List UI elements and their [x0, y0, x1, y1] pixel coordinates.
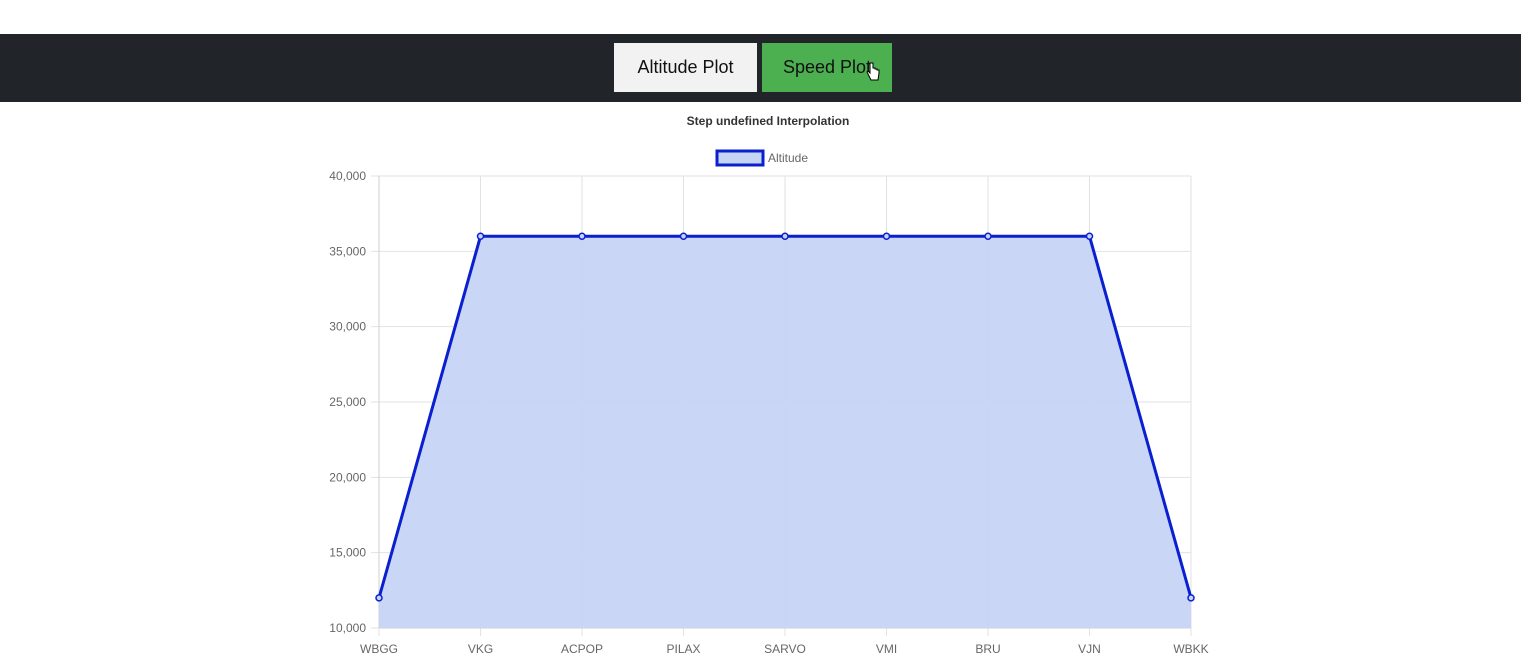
altitude-point[interactable] — [1187, 594, 1195, 602]
x-tick-label: BRU — [975, 642, 1000, 656]
y-tick-label: 25,000 — [329, 395, 366, 409]
x-tick-label: WBGG — [360, 642, 398, 656]
altitude-point[interactable] — [679, 232, 688, 241]
altitude-point[interactable] — [984, 232, 992, 241]
x-tick-label: PILAX — [666, 642, 700, 656]
x-tick-label: ACPOP — [561, 642, 603, 656]
chart-title: Step undefined Interpolation — [687, 114, 850, 128]
tick-labels: 10,000 15,000 20,000 25,000 30,000 35,000 40,0… — [329, 169, 1208, 656]
x-tick-label: WBKK — [1173, 642, 1208, 656]
altitude-point[interactable] — [882, 232, 891, 241]
altitude-point[interactable] — [476, 232, 485, 241]
altitude-point[interactable] — [781, 232, 789, 241]
altitude-plot-button[interactable]: Altitude Plot — [614, 43, 757, 92]
x-tick-label: VKG — [468, 642, 493, 656]
altitude-point[interactable] — [578, 232, 586, 241]
y-tick-label: 30,000 — [329, 320, 366, 334]
x-tick-label: VMI — [876, 642, 897, 656]
legend-swatch — [715, 149, 765, 167]
hand-pointer-icon — [866, 62, 880, 81]
series-altitude — [375, 232, 1195, 628]
altitude-area-fill — [379, 236, 1191, 628]
legend-label: Altitude — [768, 151, 808, 165]
plot-toolbar — [0, 34, 1521, 102]
y-tick-label: 10,000 — [329, 621, 366, 635]
y-tick-label: 35,000 — [329, 244, 366, 258]
y-tick-label: 40,000 — [329, 169, 366, 183]
altitude-point[interactable] — [375, 594, 383, 602]
x-tick-label: VJN — [1078, 642, 1101, 656]
y-tick-label: 15,000 — [329, 546, 366, 560]
x-tick-label: SARVO — [764, 642, 806, 656]
altitude-point[interactable] — [1085, 232, 1094, 241]
y-tick-label: 20,000 — [329, 470, 366, 484]
